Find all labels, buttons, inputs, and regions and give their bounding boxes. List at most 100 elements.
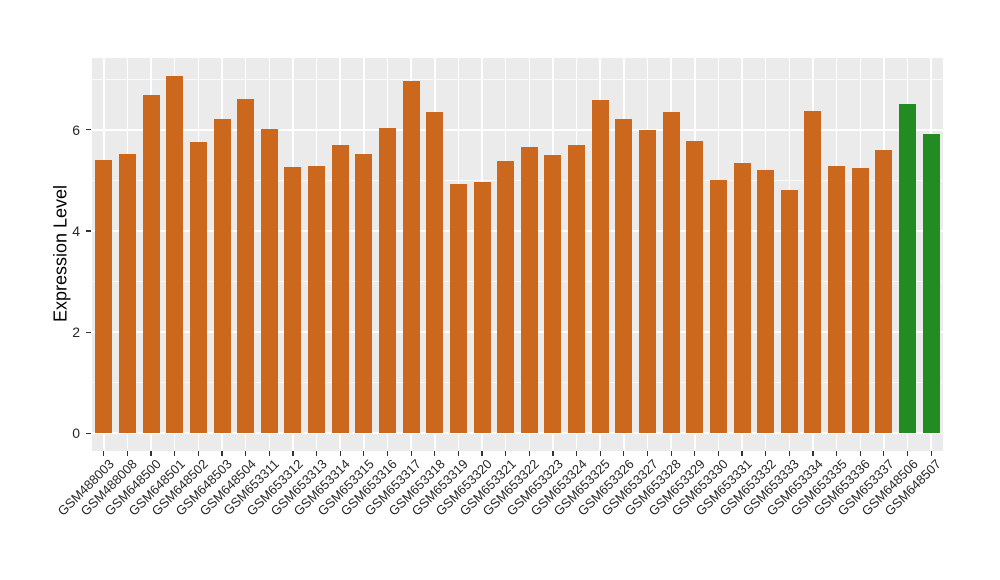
x-tick <box>457 451 459 456</box>
bar-gsm653312 <box>284 166 302 434</box>
x-tick-label: GSM653332 <box>716 456 779 519</box>
x-tick <box>339 451 341 456</box>
x-tick-label: GSM653318 <box>385 456 448 519</box>
chart-panel <box>92 58 943 451</box>
x-tick <box>906 451 909 456</box>
x-tick <box>410 451 412 456</box>
x-tick-label: GSM653314 <box>290 456 354 519</box>
x-tick <box>481 451 483 456</box>
x-tick <box>363 451 365 456</box>
x-tick-label: GSM653312 <box>243 456 306 519</box>
y-axis-title: Expression Level <box>50 184 71 323</box>
x-tick <box>103 451 105 456</box>
bar-gsm653326 <box>615 118 633 434</box>
bar-gsm653328 <box>662 112 680 434</box>
x-tick <box>386 451 389 456</box>
x-tick-label: GSM653329 <box>645 456 708 519</box>
x-tick <box>883 451 885 456</box>
major-gridline-y2 <box>92 331 943 333</box>
x-tick-label: GSM653311 <box>220 456 283 518</box>
bar-gsm653336 <box>851 167 869 434</box>
bar-gsm648502 <box>189 141 207 434</box>
x-tick <box>859 451 861 456</box>
x-tick <box>599 451 601 456</box>
x-tick <box>245 451 247 456</box>
x-tick <box>505 451 507 456</box>
x-tick-label: GSM653324 <box>527 456 590 519</box>
major-gridline-y4 <box>92 230 943 232</box>
x-tick-label: GSM653323 <box>503 456 566 519</box>
bar-gsm648503 <box>213 118 231 434</box>
x-tick-label: GSM653334 <box>763 456 826 519</box>
bar-gsm648507 <box>922 133 940 434</box>
bar-gsm653332 <box>757 169 775 434</box>
minor-gridline-y3 <box>92 281 943 283</box>
x-tick-label: GSM653331 <box>692 456 755 519</box>
x-tick <box>646 451 649 456</box>
x-tick-label: GSM648503 <box>172 456 235 519</box>
x-tick-label: GSM653327 <box>598 456 661 519</box>
x-tick <box>315 451 318 456</box>
x-tick <box>197 451 199 456</box>
bar-gsm653323 <box>544 154 562 434</box>
bar-gsm653311 <box>260 129 278 434</box>
bar-gsm648500 <box>142 94 160 434</box>
minor-gridline-y5 <box>92 179 943 181</box>
major-gridline-y6 <box>92 129 943 131</box>
y-tick <box>86 432 91 434</box>
bar-gsm653327 <box>639 130 657 434</box>
y-tick <box>86 230 91 232</box>
x-tick-label: GSM653315 <box>314 456 377 519</box>
minor-gridline-y7 <box>92 78 943 80</box>
x-tick <box>221 451 223 456</box>
major-gridline-y0 <box>92 432 943 435</box>
bar-gsm653317 <box>402 80 420 434</box>
x-tick <box>575 451 578 456</box>
bar-gsm653325 <box>591 99 609 434</box>
bar-gsm653316 <box>378 128 396 434</box>
y-tick <box>86 129 91 131</box>
bar-gsm653330 <box>709 179 727 434</box>
x-tick-label: GSM653317 <box>361 456 425 519</box>
x-tick <box>741 451 743 456</box>
y-tick-label: 0 <box>72 425 80 442</box>
bar-gsm653329 <box>686 140 704 434</box>
bar-gsm648504 <box>237 98 255 434</box>
x-tick <box>694 451 696 456</box>
x-tick-label: GSM653320 <box>432 456 495 519</box>
x-tick <box>623 451 625 456</box>
x-tick-label: GSM653322 <box>479 456 543 519</box>
x-tick-label: GSM488008 <box>78 456 141 519</box>
x-tick-label: GSM648507 <box>881 456 945 519</box>
bar-gsm653318 <box>426 112 444 434</box>
x-tick-label: GSM653326 <box>574 456 637 519</box>
x-tick <box>174 451 176 456</box>
bar-gsm648501 <box>166 76 184 434</box>
bar-gsm653334 <box>804 110 822 434</box>
x-tick-label: GSM653321 <box>456 456 519 519</box>
bar-gsm653333 <box>780 190 798 434</box>
x-tick-label: GSM653335 <box>787 456 850 519</box>
x-tick <box>788 451 790 456</box>
x-tick <box>268 451 270 456</box>
x-tick-label: GSM653316 <box>338 456 401 519</box>
x-tick <box>528 451 530 456</box>
x-tick-label: GSM488003 <box>54 456 117 519</box>
x-tick-label: GSM648504 <box>196 456 259 519</box>
bar-gsm653315 <box>355 153 373 434</box>
x-tick-label: GSM653313 <box>267 456 330 519</box>
bar-gsm653313 <box>308 166 326 434</box>
x-tick <box>836 451 838 456</box>
x-tick <box>765 451 767 456</box>
x-tick-label: GSM653337 <box>834 456 897 519</box>
x-tick-label: GSM648500 <box>101 456 164 519</box>
bar-gsm653331 <box>733 163 751 434</box>
x-tick-label: GSM648501 <box>125 456 188 519</box>
y-tick <box>86 331 91 333</box>
x-tick-label: GSM653325 <box>550 456 614 519</box>
bar-gsm653335 <box>828 165 846 434</box>
x-tick <box>292 451 294 456</box>
x-tick-label: GSM648502 <box>149 456 212 519</box>
bar-gsm653320 <box>473 181 491 434</box>
